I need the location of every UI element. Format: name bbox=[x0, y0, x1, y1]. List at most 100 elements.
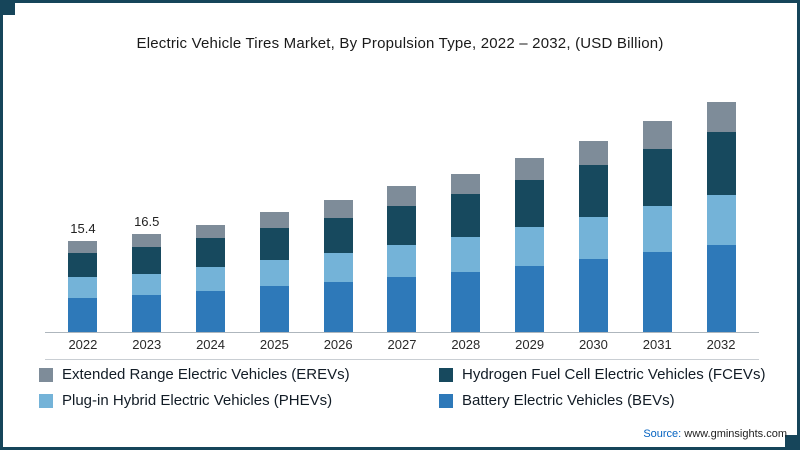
x-axis-label: 2030 bbox=[578, 337, 608, 352]
bar-segment bbox=[578, 165, 608, 218]
bar-segment bbox=[642, 205, 672, 252]
source-line: Source: www.gminsights.com bbox=[643, 428, 787, 440]
bar-2022: 15.4 bbox=[51, 221, 115, 332]
bar-2031 bbox=[625, 121, 689, 332]
bar-segment bbox=[706, 194, 736, 245]
bar-segment bbox=[196, 267, 226, 292]
x-axis-label: 2023 bbox=[132, 337, 162, 352]
x-axis-label: 2024 bbox=[196, 337, 225, 352]
frame-corner-bottom-right bbox=[785, 435, 797, 447]
bar-segment bbox=[515, 227, 545, 266]
legend-label: Battery Electric Vehicles (BEVs) bbox=[462, 392, 675, 409]
bar-segment bbox=[387, 276, 417, 332]
bar-data-label: 16.5 bbox=[134, 214, 160, 230]
x-axis-label: 2032 bbox=[706, 337, 736, 352]
bar-segment bbox=[132, 247, 162, 275]
bar-segment bbox=[196, 224, 226, 239]
bar-2023: 16.5 bbox=[115, 214, 179, 332]
bar-segment bbox=[515, 180, 545, 228]
bar-2027 bbox=[370, 186, 434, 332]
bars-container: 15.4 16.5 bbox=[51, 89, 753, 332]
x-axis-line bbox=[45, 332, 759, 333]
x-axis-label: 2027 bbox=[387, 337, 417, 352]
x-axis-label: 2025 bbox=[259, 337, 289, 352]
chart-title: Electric Vehicle Tires Market, By Propul… bbox=[136, 35, 664, 52]
bar-segment bbox=[387, 244, 417, 277]
bar-segment bbox=[642, 252, 672, 332]
bar-segment bbox=[706, 132, 736, 195]
bar-stack bbox=[642, 121, 672, 332]
bar-segment bbox=[323, 253, 353, 283]
bar-segment bbox=[132, 295, 162, 332]
bar-segment bbox=[451, 272, 481, 332]
legend-swatch-icon bbox=[439, 367, 453, 382]
plot-area: 15.4 16.5 bbox=[45, 89, 759, 333]
bar-segment bbox=[578, 217, 608, 260]
bar-segment bbox=[68, 297, 98, 332]
bar-segment bbox=[68, 252, 98, 278]
bar-segment bbox=[451, 237, 481, 273]
bar-2030 bbox=[562, 140, 626, 332]
bar-stack bbox=[451, 173, 481, 332]
legend-label: Plug-in Hybrid Electric Vehicles (PHEVs) bbox=[62, 392, 333, 409]
bar-segment bbox=[451, 194, 481, 238]
legend-swatch-icon bbox=[439, 393, 453, 408]
bar-2025 bbox=[242, 212, 306, 332]
bar-stack bbox=[578, 140, 608, 332]
bar-segment bbox=[259, 227, 289, 261]
bar-segment bbox=[578, 140, 608, 166]
bar-2024 bbox=[179, 224, 243, 332]
bar-segment bbox=[323, 282, 353, 332]
bar-stack bbox=[387, 186, 417, 332]
x-axis-label: 2028 bbox=[451, 337, 481, 352]
bar-segment bbox=[196, 238, 226, 268]
bar-segment bbox=[706, 102, 736, 133]
bar-segment bbox=[706, 244, 736, 332]
bar-segment bbox=[132, 274, 162, 296]
bar-2028 bbox=[434, 173, 498, 332]
bar-stack bbox=[259, 212, 289, 332]
legend-item: Extended Range Electric Vehicles (EREVs) bbox=[39, 366, 429, 383]
bar-segment bbox=[515, 157, 545, 181]
bar-segment bbox=[259, 286, 289, 332]
x-axis-labels: 2022 2023 2024 2025 2026 2027 2028 2029 2030 2031… bbox=[51, 337, 753, 352]
bar-segment bbox=[387, 186, 417, 206]
bar-segment bbox=[515, 265, 545, 332]
legend-swatch-icon bbox=[39, 367, 53, 382]
chart-legend: Extended Range Electric Vehicles (EREVs)… bbox=[39, 366, 779, 409]
bar-stack bbox=[68, 240, 98, 332]
bar-data-label: 15.4 bbox=[70, 220, 96, 236]
bar-stack bbox=[196, 224, 226, 332]
bar-segment bbox=[323, 217, 353, 254]
legend-swatch-icon bbox=[39, 393, 53, 408]
bar-2029 bbox=[498, 157, 562, 332]
legend-item: Plug-in Hybrid Electric Vehicles (PHEVs) bbox=[39, 392, 429, 409]
bar-2032 bbox=[689, 102, 753, 332]
bar-segment bbox=[451, 173, 481, 195]
axis-bottom-line bbox=[45, 359, 759, 360]
bar-segment bbox=[259, 260, 289, 287]
bar-segment bbox=[68, 240, 98, 253]
x-axis-label: 2029 bbox=[515, 337, 545, 352]
bar-segment bbox=[259, 212, 289, 228]
bar-segment bbox=[196, 291, 226, 332]
bar-stack bbox=[132, 234, 162, 332]
bar-stack bbox=[706, 102, 736, 332]
legend-label: Hydrogen Fuel Cell Electric Vehicles (FC… bbox=[462, 366, 766, 383]
bar-segment bbox=[323, 200, 353, 218]
bar-segment bbox=[642, 148, 672, 206]
bar-segment bbox=[578, 259, 608, 332]
source-prefix: Source: bbox=[643, 428, 682, 440]
legend-item: Hydrogen Fuel Cell Electric Vehicles (FC… bbox=[439, 366, 779, 383]
source-url: www.gminsights.com bbox=[684, 428, 787, 440]
x-axis-label: 2026 bbox=[323, 337, 353, 352]
bar-stack bbox=[515, 157, 545, 332]
bar-2026 bbox=[306, 200, 370, 332]
x-axis-label: 2022 bbox=[68, 337, 98, 352]
legend-item: Battery Electric Vehicles (BEVs) bbox=[439, 392, 779, 409]
bar-stack bbox=[323, 200, 353, 332]
bar-segment bbox=[387, 205, 417, 245]
bar-segment bbox=[68, 277, 98, 298]
legend-label: Extended Range Electric Vehicles (EREVs) bbox=[62, 366, 350, 383]
